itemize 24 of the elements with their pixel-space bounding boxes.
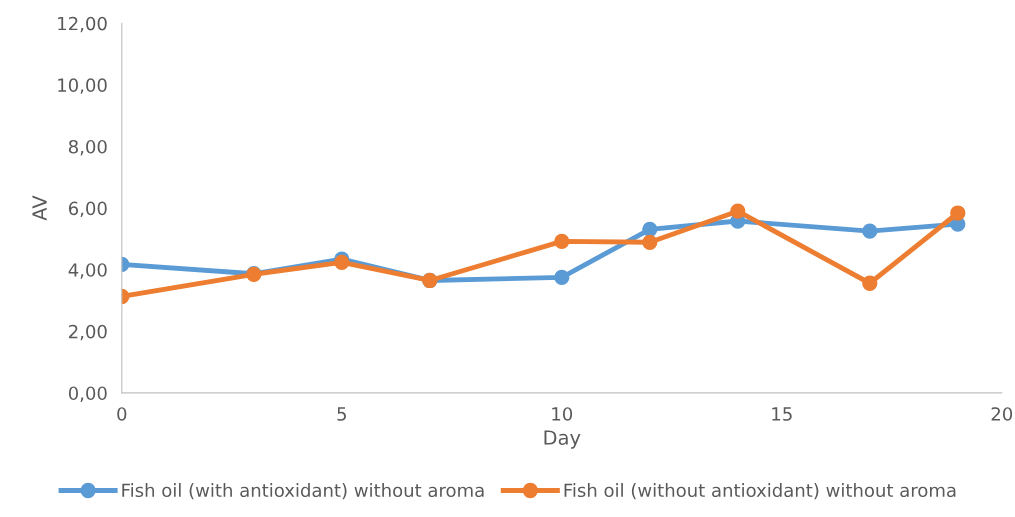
y-tick-label: 0,00 bbox=[68, 386, 107, 402]
point bbox=[862, 223, 878, 239]
point bbox=[554, 269, 570, 286]
point bbox=[642, 221, 658, 237]
y-tick-label: 6,00 bbox=[68, 201, 107, 218]
point bbox=[554, 233, 570, 250]
x-tick-label: 0 bbox=[117, 407, 127, 421]
x-tick-label: 5 bbox=[337, 407, 346, 421]
y-tick-label: 10,00 bbox=[58, 78, 107, 94]
y-tick-label: 8,00 bbox=[68, 139, 107, 156]
y-tick-label: 12,00 bbox=[58, 16, 107, 33]
y-tick-label: 2,00 bbox=[69, 324, 107, 341]
point bbox=[862, 275, 878, 291]
x-tick-label: 15 bbox=[772, 407, 792, 421]
point bbox=[730, 203, 746, 219]
y-tick-label: 4,00 bbox=[68, 263, 107, 279]
x-tick-label: 10 bbox=[552, 407, 573, 421]
x-axis-title: Day bbox=[544, 430, 581, 449]
point bbox=[950, 205, 966, 221]
legend-label: Fish oil (with antioxidant) without aroma bbox=[122, 483, 484, 500]
y-axis-title: AV bbox=[32, 195, 47, 221]
legend-label: Fish oil (without antioxidant) without aroma bbox=[564, 483, 956, 500]
x-tick-label: 20 bbox=[991, 407, 1013, 421]
point bbox=[642, 234, 658, 250]
